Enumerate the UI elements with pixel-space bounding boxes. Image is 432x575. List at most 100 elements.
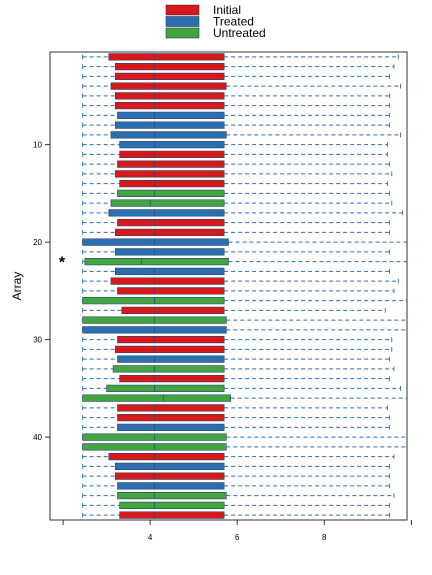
box [115,463,224,470]
y-tick-label: 20 [33,238,42,247]
box-array-31 [83,346,392,353]
box-array-48 [83,512,390,519]
box-array-16 [83,200,392,207]
box [117,405,224,412]
box-array-38 [83,414,390,421]
box [115,93,224,100]
box-array-22 [83,258,407,265]
box [117,288,224,295]
y-tick-label: 40 [33,433,42,442]
box [109,54,224,61]
box [115,63,224,70]
box [117,356,224,363]
box-array-20 [83,239,407,246]
box [115,346,224,353]
box-array-34 [83,375,390,382]
box-array-2 [83,63,394,70]
box-array-5 [83,93,390,100]
x-tick-label: 6 [235,533,240,542]
x-tick-label: 8 [322,533,327,542]
box [117,414,224,421]
box-array-23 [83,268,390,275]
box-array-8 [83,122,390,129]
box [115,102,224,109]
box-array-26 [83,297,407,304]
box-array-37 [83,405,388,412]
annotation-asterisk: * [59,255,66,272]
box [109,453,224,460]
box [117,492,226,499]
box [117,219,224,226]
box [107,385,225,392]
box [120,151,224,158]
box-array-9 [83,132,401,139]
y-tick-label: 10 [33,141,42,150]
box-array-43 [83,463,390,470]
box [83,297,224,304]
box [115,268,224,275]
box-array-24 [83,278,399,285]
box [120,375,224,382]
legend-swatch-treated [166,17,199,27]
box-array-36 [83,395,407,402]
box-array-40 [83,434,407,441]
box [111,132,226,139]
box [117,112,224,119]
box-array-19 [83,229,390,236]
box-array-41 [83,444,407,451]
legend-swatch-initial [166,5,199,15]
box [117,190,224,197]
box-array-13 [83,171,392,178]
box-array-30 [83,336,392,343]
box-array-7 [83,112,390,119]
box [117,483,224,490]
box [115,249,224,256]
box [111,83,226,90]
box-array-1 [83,54,399,61]
box-array-4 [83,83,401,90]
box-array-35 [83,385,401,392]
box [115,229,224,236]
box-array-17 [83,210,403,217]
box-array-27 [83,307,386,314]
box-array-46 [83,492,394,499]
box [120,180,224,187]
box-array-28 [83,317,407,324]
box-array-45 [83,483,390,490]
box-array-44 [83,473,390,480]
box [113,366,224,373]
plot-area: * [59,54,407,519]
box [117,336,224,343]
box-array-11 [83,151,388,158]
box-array-25 [83,288,394,295]
box [117,161,224,168]
box-array-32 [83,356,390,363]
box-array-39 [83,424,390,431]
box-array-42 [83,453,394,460]
box [120,141,224,148]
box [117,424,224,431]
box-array-18 [83,219,390,226]
box [115,122,224,129]
box-array-47 [83,502,390,509]
box [115,473,224,480]
box [83,239,229,246]
box-array-33 [83,366,394,373]
x-tick-label: 4 [148,533,153,542]
box-array-29 [83,327,407,334]
box [115,73,224,80]
legend-swatch-untreated [166,28,199,38]
box [120,502,224,509]
y-axis-label: Array [10,272,24,301]
legend-label-untreated: Untreated [213,26,266,40]
box [83,395,231,402]
box [115,171,224,178]
box [122,307,224,314]
box-array-6 [83,102,390,109]
box [109,210,224,217]
box-array-12 [83,161,390,168]
box-array-10 [83,141,388,148]
